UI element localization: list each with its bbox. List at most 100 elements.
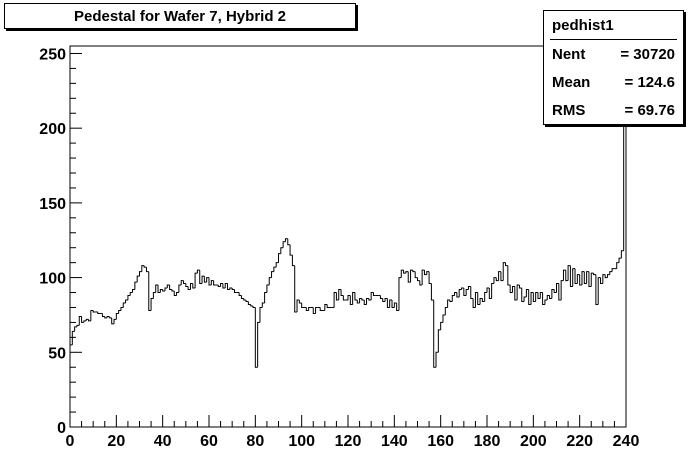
histogram-bin [537,292,541,300]
y-tick-label: 0 [57,420,66,437]
histogram-bin [282,241,286,248]
histogram-bin [474,292,478,308]
histogram-bin [176,292,179,296]
histogram-bin [250,304,254,307]
histogram-bin [81,316,84,323]
histogram-bin [312,307,316,314]
histogram-bin [595,274,599,305]
stats-rms-label: RMS [552,101,586,119]
stats-divider [550,39,677,40]
histogram-bin [518,285,522,289]
histogram-bin [338,289,342,300]
histogram-bin [271,271,274,278]
histogram-bin [97,311,101,314]
y-tick-label: 150 [39,196,66,213]
histogram-bin [602,274,606,284]
histogram-bin [264,292,267,303]
histogram-bin [217,285,221,288]
histogram-bin [576,274,580,284]
histogram-bin [259,306,263,323]
histogram-bin [284,238,288,242]
histogram-bin [423,270,427,276]
histogram-bin [115,312,119,320]
histogram-bin [382,298,386,302]
histogram-bin [600,277,603,285]
histogram-bin [479,298,483,305]
histogram-bin [574,268,578,285]
histogram-bin [252,305,256,308]
histogram-bin [616,262,620,269]
histogram-bin [530,292,534,305]
histogram-bin [335,292,339,301]
histogram-bin [243,298,247,301]
histogram-bin [143,265,147,268]
stats-row-mean: Mean = 124.6 [544,68,683,96]
histogram-bin [361,298,365,301]
histogram-bin [71,330,75,345]
histogram-bin [567,265,571,281]
histogram-bin [120,306,124,311]
histogram-bin [465,289,469,296]
histogram-bin [449,300,453,302]
stats-entries-value: = 30720 [620,45,675,63]
histogram-bin [444,306,448,315]
histogram-bin [169,285,172,291]
histogram-bin [370,292,374,300]
histogram-bin [521,288,525,302]
histogram-bin [352,292,355,305]
histogram-bin [145,267,149,273]
histogram-bin [442,314,446,323]
histogram-bin [166,284,170,289]
histogram-bin [206,277,209,283]
stats-box: pedhist1 Nent = 30720 Mean = 124.6 RMS =… [543,10,684,125]
histogram-bin [535,292,538,302]
histogram-bin [157,285,161,294]
histogram-bin [484,292,487,302]
histogram-bin [326,304,330,308]
x-tick-label: 80 [246,433,264,450]
histogram-bin [180,280,184,286]
histogram-bin [273,266,277,272]
histogram-bin [301,302,304,308]
histogram-bin [164,287,168,292]
histogram-bin [493,277,497,284]
histogram-bin [544,299,548,305]
plot-area-frame [69,45,627,428]
histogram-bin [481,298,485,302]
histogram-bin [257,321,260,368]
histogram-bin [372,292,376,297]
histogram-bin [593,273,596,276]
histogram-bin [486,287,490,293]
histogram-bin [440,321,443,330]
histogram-bin [491,283,494,299]
histogram-bin [511,286,515,293]
y-tick-label: 250 [39,46,66,63]
histogram-bin [354,292,358,301]
histogram-bin [470,286,474,300]
histogram-bin [296,299,300,312]
histogram-bin [606,274,610,278]
x-tick-label: 240 [613,433,640,450]
histogram-bin [275,262,279,268]
histogram-bin [240,295,244,300]
x-tick-label: 60 [200,433,218,450]
histogram-bin [396,302,399,311]
histogram-bin [560,280,564,300]
histogram-bin [539,292,543,299]
histogram-bin [407,271,411,283]
y-tick-label: 100 [39,271,66,288]
histogram-bin [391,300,395,308]
histogram-bin [171,289,175,292]
histogram-bin [213,280,216,286]
histogram-bin [558,283,562,301]
x-tick-label: 200 [520,433,547,450]
histogram-bin [315,306,318,314]
histogram-bin [83,320,87,323]
histogram-bin [92,310,96,313]
histogram-bin [245,300,249,302]
histogram-bin [359,298,362,303]
histogram-bin [178,284,182,293]
histogram-bin [227,283,230,291]
stats-row-entries: Nent = 30720 [544,40,683,68]
histogram-bin [426,271,430,275]
